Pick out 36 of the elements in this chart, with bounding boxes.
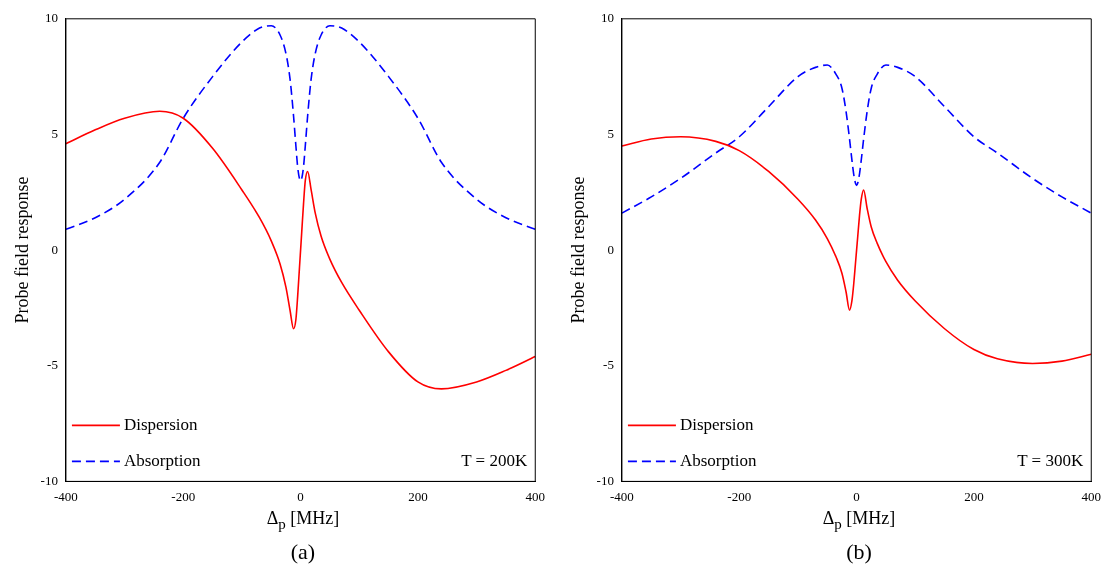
- y-tick-label: -10: [40, 472, 58, 488]
- x-tick-label: 0: [297, 488, 304, 504]
- annotation: T = 200K: [461, 450, 528, 470]
- y-tick-label: 5: [607, 125, 614, 141]
- x-tick-label: -200: [171, 488, 196, 504]
- y-tick-label: 10: [600, 10, 614, 26]
- line-series: [621, 135, 1092, 365]
- y-tick-label: -5: [47, 357, 58, 373]
- y-axis-title: Probe field response: [567, 176, 588, 324]
- x-axis-title: Δ$_{p}$ [MHz]: [821, 508, 897, 533]
- line-series: [65, 24, 536, 231]
- line-series: [65, 110, 536, 390]
- line-series: [621, 64, 1092, 214]
- legend-label: Dispersion: [679, 414, 755, 434]
- x-tick-label: 200: [964, 488, 984, 504]
- text: (a): [289, 538, 317, 565]
- x-tick-label: -400: [610, 488, 634, 504]
- y-tick-label: -10: [596, 472, 614, 488]
- text: (b): [845, 538, 873, 565]
- y-tick-label: 0: [607, 241, 614, 257]
- x-tick-label: -200: [727, 488, 752, 504]
- legend-label: Absorption: [679, 450, 757, 470]
- x-tick-label: 400: [1081, 488, 1101, 504]
- x-tick-label: 200: [408, 488, 428, 504]
- x-tick-label: 400: [525, 488, 545, 504]
- legend-label: Absorption: [123, 450, 201, 470]
- y-tick-label: -5: [603, 357, 614, 373]
- x-tick-label: -400: [54, 488, 78, 504]
- x-tick-label: 0: [853, 488, 860, 504]
- x-axis-title: Δ$_{p}$ [MHz]: [265, 508, 341, 533]
- y-tick-label: 5: [51, 125, 58, 141]
- y-tick-label: 10: [44, 10, 58, 26]
- y-tick-label: 0: [51, 241, 58, 257]
- legend-label: Dispersion: [123, 414, 199, 434]
- annotation: T = 300K: [1017, 450, 1084, 470]
- y-axis-title: Probe field response: [11, 176, 32, 324]
